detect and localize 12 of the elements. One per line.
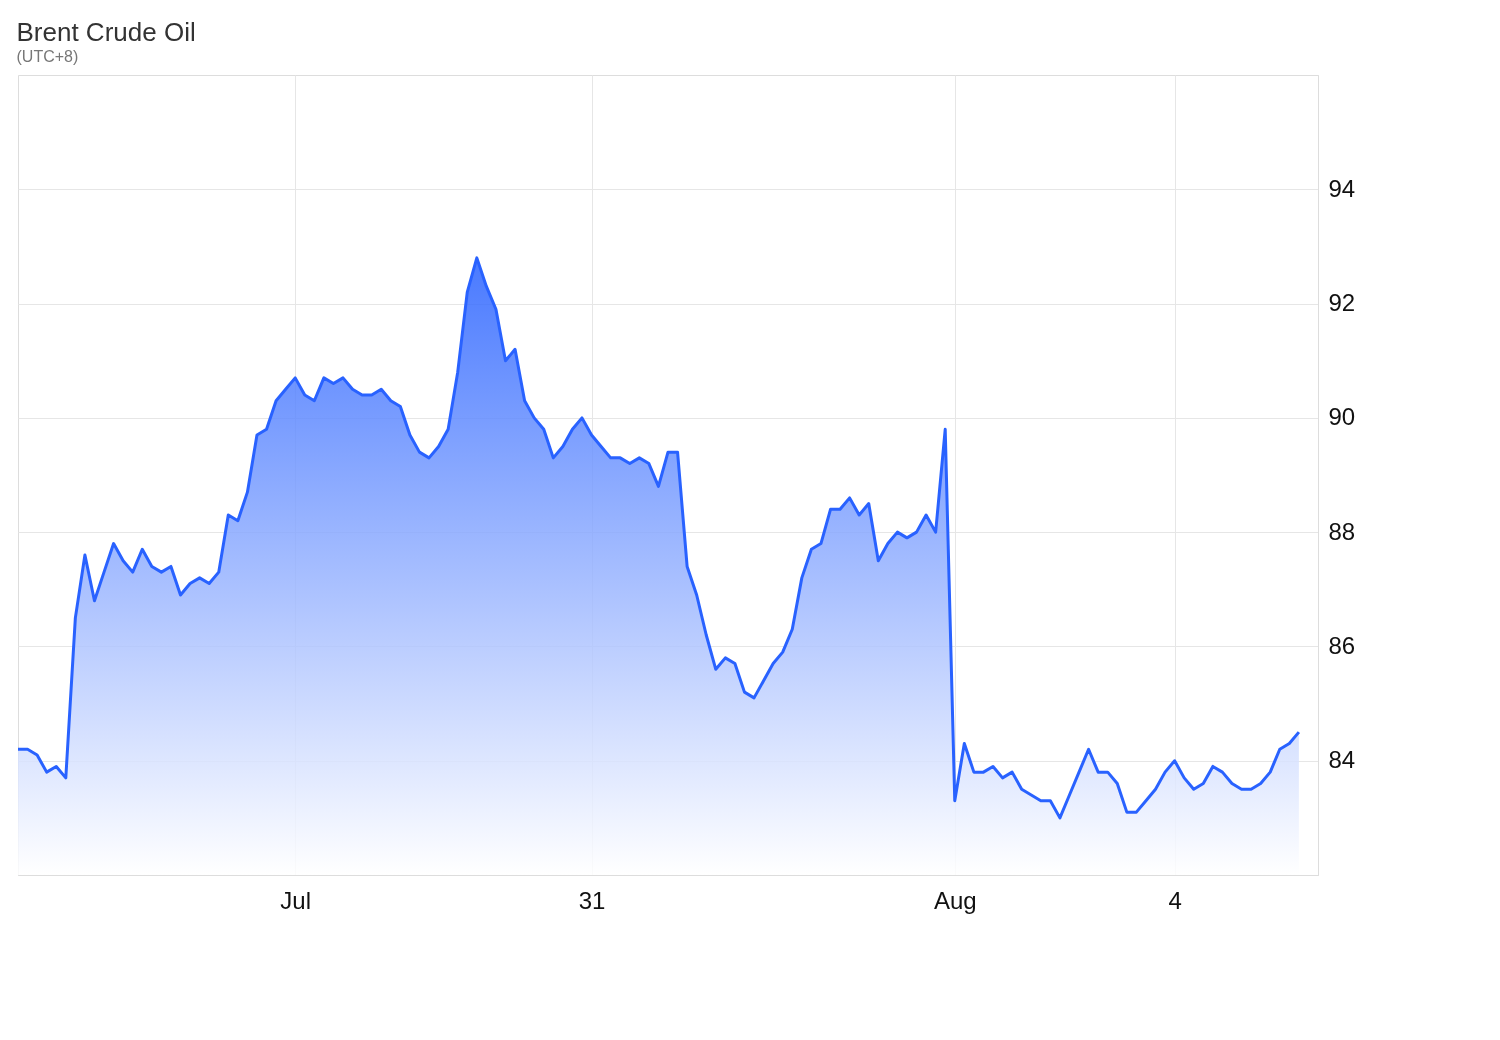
y-tick-label: 94	[1328, 174, 1356, 202]
chart-subtitle: (UTC+8)	[16, 48, 79, 65]
y-tick-label: 84	[1328, 746, 1356, 774]
x-tick-label: 31	[578, 886, 606, 914]
x-tick-label: 4	[1168, 886, 1182, 914]
y-tick-label: 86	[1328, 631, 1356, 659]
x-tick-label: Jul	[280, 886, 312, 914]
chart-title: Brent Crude Oil	[16, 17, 196, 47]
y-tick-label: 88	[1328, 517, 1356, 545]
x-tick-label: Aug	[933, 886, 977, 914]
y-tick-label: 92	[1328, 289, 1356, 317]
y-tick-label: 90	[1328, 403, 1356, 431]
